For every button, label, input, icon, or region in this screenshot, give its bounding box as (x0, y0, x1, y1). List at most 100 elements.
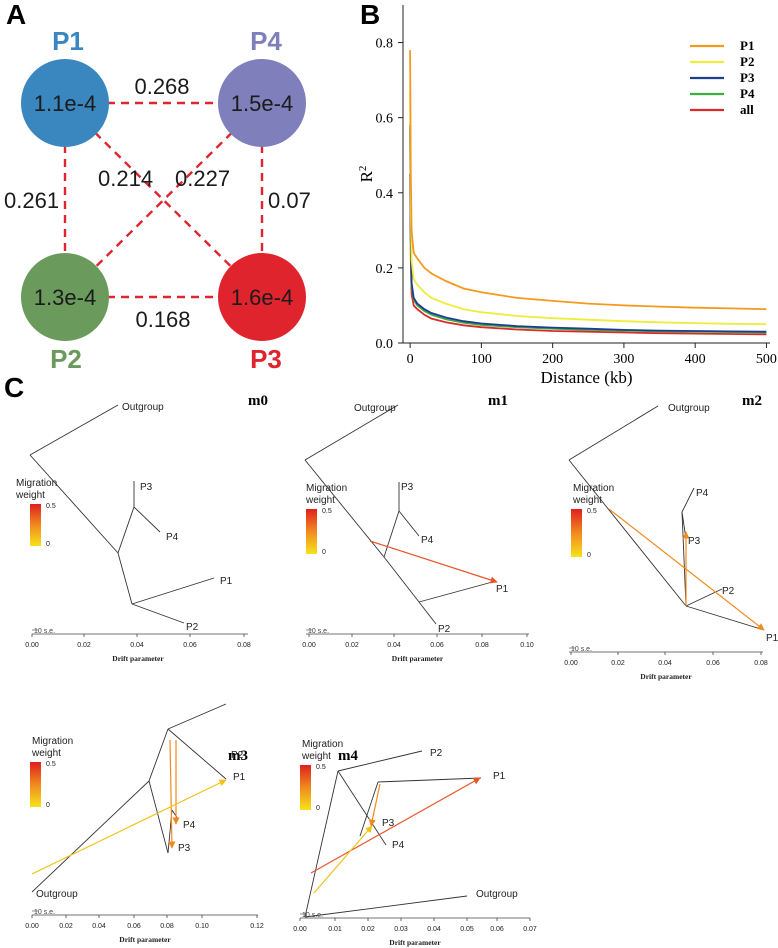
panel-c-letter: C (4, 372, 24, 403)
drift-tick-label: 0.02 (345, 642, 359, 649)
tree-title: m0 (248, 393, 268, 409)
migration-weight-label-1: Migration (302, 739, 343, 750)
drift-tick-label: 0.06 (490, 926, 504, 933)
tree-edge (337, 750, 423, 772)
tree-title: m4 (338, 748, 358, 764)
tree-edge (117, 506, 135, 554)
drift-axis-title: Drift parameter (112, 654, 164, 663)
tree-edge (167, 728, 227, 780)
tree-edge (398, 510, 420, 537)
drift-tick-label: 0.04 (92, 923, 106, 930)
tree-edge (117, 552, 133, 605)
series-line-p1 (409, 50, 767, 311)
drift-axis-title: Drift parameter (392, 654, 444, 663)
migration-weight-label-2: weight (301, 751, 331, 762)
tree-edge (304, 895, 468, 918)
drift-tick-label: 0.04 (427, 926, 441, 933)
drift-tick-label: 0.00 (302, 642, 316, 649)
x-tick-label: 200 (542, 352, 563, 367)
leaf-label: P1 (233, 772, 246, 783)
migration-weight-label-2: weight (15, 490, 45, 501)
se-label: 10 s.e. (34, 909, 55, 916)
leaf-label: P4 (166, 532, 179, 543)
pop-label-p2: P2 (50, 344, 82, 374)
tree-edge (377, 777, 482, 783)
leaf-label: Outgroup (354, 403, 396, 414)
leaf-label: Outgroup (122, 402, 164, 413)
x-tick-label: 400 (685, 352, 706, 367)
tree-edge (133, 506, 161, 533)
tree-edge (568, 459, 687, 607)
drift-axis-title: Drift parameter (640, 672, 692, 681)
leaf-label: P2 (186, 622, 199, 633)
tree-edge (304, 404, 399, 461)
drift-tick-label: 0.12 (250, 923, 264, 930)
migration-weight-label-2: weight (31, 748, 61, 759)
panel-b-letter: B (360, 0, 380, 30)
tree-edge (685, 588, 723, 607)
tree-title: m3 (228, 748, 248, 764)
leaf-label: P4 (421, 535, 434, 546)
migration-weight-label-1: Migration (306, 483, 347, 494)
x-tick-label: 0 (407, 352, 414, 367)
drift-tick-label: 0.03 (394, 926, 408, 933)
migration-weight-scale (30, 762, 41, 807)
leaf-label: P2 (430, 748, 443, 759)
migration-weight-scale (571, 509, 582, 557)
pop-circle-p2 (21, 253, 109, 341)
y-axis-title-superscript: 2 (357, 166, 369, 172)
drift-tick-label: 0.02 (59, 923, 73, 930)
pop-value-p3: 1.6e-4 (231, 285, 293, 310)
y-tick-label: 0.2 (376, 262, 394, 277)
series-line-p2 (409, 91, 767, 326)
y-tick-label: 0.6 (376, 112, 394, 127)
fst-label-p1-p2: 0.261 (4, 188, 59, 213)
pop-circle-p1 (21, 59, 109, 147)
series-line-all (409, 173, 767, 336)
y-axis-title: R2 (357, 166, 376, 183)
leaf-label: Outgroup (36, 889, 78, 900)
migration-weight-scale (306, 509, 317, 554)
drift-tick-label: 0.08 (475, 642, 489, 649)
drift-tick-label: 0.00 (25, 642, 39, 649)
drift-tick-label: 0.02 (611, 660, 625, 667)
pop-value-p4: 1.5e-4 (231, 91, 293, 116)
migration-weight-label-2: weight (305, 495, 335, 506)
drift-axis-title: Drift parameter (119, 935, 171, 944)
drift-tick-label: 0.07 (523, 926, 537, 933)
leaf-label: P4 (183, 820, 196, 831)
tree-edge (568, 405, 659, 461)
pop-label-p4: P4 (250, 26, 282, 56)
migration-arrow (313, 825, 373, 894)
leaf-label: P3 (401, 482, 414, 493)
drift-tick-label: 0.04 (387, 642, 401, 649)
drift-tick-label: 0.08 (237, 642, 251, 649)
drift-tick-label: 0.10 (520, 642, 534, 649)
drift-tick-label: 0.10 (195, 923, 209, 930)
series-line-p4 (409, 128, 767, 334)
drift-tick-label: 0.02 (77, 642, 91, 649)
fst-label-p1-p3: 0.214 (98, 166, 153, 191)
pop-value-p2: 1.3e-4 (34, 285, 96, 310)
legend-label-p2: P2 (740, 54, 754, 69)
drift-tick-label: 0.00 (564, 660, 578, 667)
leaf-label: P1 (766, 633, 778, 644)
migration-weight-label-2: weight (572, 495, 602, 506)
tree-edge (383, 556, 420, 603)
legend-label-p3: P3 (740, 70, 755, 85)
pop-circle-p3 (218, 253, 306, 341)
tree-edge (31, 780, 150, 893)
drift-tick-label: 0.01 (328, 926, 342, 933)
tree-edge (29, 404, 119, 456)
fst-label-p4-p3: 0.07 (268, 188, 311, 213)
leaf-label: Outgroup (668, 403, 710, 414)
migration-arrow (310, 777, 481, 874)
series-line-p3 (409, 125, 767, 333)
fst-label-p2-p3: 0.168 (135, 307, 190, 332)
scale-min-label: 0 (46, 541, 50, 548)
scale-min-label: 0 (46, 802, 50, 809)
scale-max-label: 0.5 (316, 764, 326, 771)
